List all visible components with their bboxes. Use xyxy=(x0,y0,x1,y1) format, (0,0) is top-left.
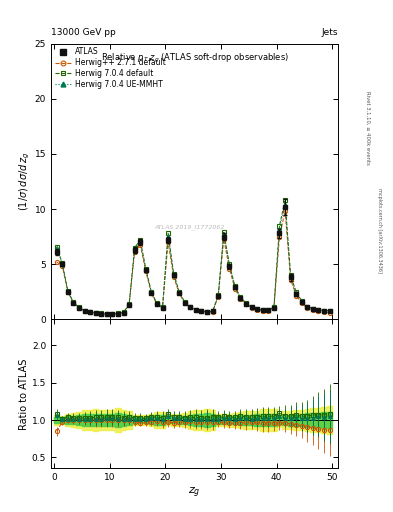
Text: mcplots.cern.ch [arXiv:1306.3436]: mcplots.cern.ch [arXiv:1306.3436] xyxy=(377,188,382,273)
Text: Rivet 3.1.10, ≥ 400k events: Rivet 3.1.10, ≥ 400k events xyxy=(365,91,370,165)
Y-axis label: $(1/\sigma)\,d\sigma/d\,z_g$: $(1/\sigma)\,d\sigma/d\,z_g$ xyxy=(18,152,32,211)
Text: 13000 GeV pp: 13000 GeV pp xyxy=(51,28,116,37)
Legend: ATLAS, Herwig++ 2.7.1 default, Herwig 7.0.4 default, Herwig 7.0.4 UE-MMHT: ATLAS, Herwig++ 2.7.1 default, Herwig 7.… xyxy=(53,46,167,91)
X-axis label: $z_g$: $z_g$ xyxy=(188,485,201,500)
Text: Jets: Jets xyxy=(321,28,338,37)
Text: ATLAS 2019_I1772062: ATLAS 2019_I1772062 xyxy=(154,224,225,230)
Text: Relative $p_T$ $z_g$ (ATLAS soft-drop observables): Relative $p_T$ $z_g$ (ATLAS soft-drop ob… xyxy=(101,52,288,65)
Y-axis label: Ratio to ATLAS: Ratio to ATLAS xyxy=(19,358,29,430)
